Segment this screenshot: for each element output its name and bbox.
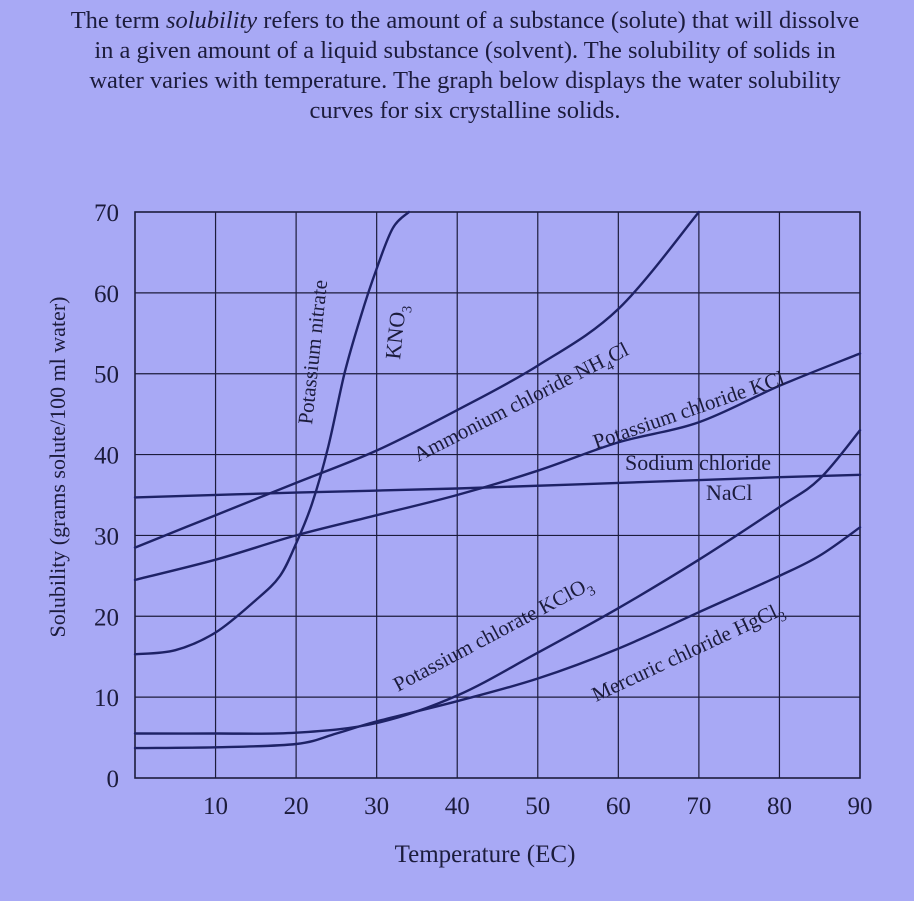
x-tick-label-30: 30: [364, 793, 389, 820]
curve-nh4cl: [133, 210, 701, 549]
plot-frame: [134, 211, 861, 779]
label-nacl: NaCl: [706, 480, 752, 505]
grid-lines: [135, 212, 860, 778]
y-axis-label: Solubility (grams solute/100 ml water): [45, 297, 70, 638]
curve-kclo3: [133, 429, 862, 735]
x-tick-label-70: 70: [686, 793, 711, 820]
x-tick-label-90: 90: [848, 793, 873, 820]
y-tick-label-50: 50: [94, 362, 119, 389]
y-tick-label-70: 70: [94, 200, 119, 227]
intro-text-2: refers to the amount of a substance (sol…: [89, 7, 860, 124]
intro-paragraph: The term solubility refers to the amount…: [70, 6, 860, 126]
label-potassium-nitrate: Potassium nitrate: [293, 279, 332, 426]
x-tick-label-10: 10: [203, 793, 228, 820]
x-tick-label-50: 50: [525, 793, 550, 820]
y-tick-label-30: 30: [94, 523, 119, 550]
y-tick-label-20: 20: [94, 604, 119, 631]
axis-ticks: 10 20 30 40 50 60 70 80 90 0 10 20 30 40 50 60 70: [94, 200, 873, 820]
label-kno3: KNO3: [380, 304, 416, 362]
y-tick-label-10: 10: [94, 685, 119, 712]
x-tick-label-80: 80: [767, 793, 792, 820]
x-tick-label-20: 20: [284, 793, 309, 820]
y-tick-label-60: 60: [94, 281, 119, 308]
curve-kcl: [133, 352, 862, 582]
curves: [133, 210, 862, 750]
x-axis-label: Temperature (EC): [395, 841, 576, 868]
intro-text-1: The term: [70, 7, 166, 34]
curve-hgcl2: [133, 526, 862, 750]
curve-kno3: [133, 210, 411, 656]
y-tick-label-40: 40: [94, 443, 119, 470]
label-sodium-chloride: Sodium chloride: [625, 450, 771, 475]
label-potassium-chloride: Potassium chloride KCl: [590, 366, 788, 454]
y-tick-label-0: 0: [107, 766, 120, 793]
x-tick-label-60: 60: [606, 793, 631, 820]
x-tick-label-40: 40: [445, 793, 470, 820]
curve-nacl: [133, 473, 862, 499]
curve-labels: Potassium nitrate KNO3 Ammonium chloride…: [293, 279, 789, 712]
intro-emphasis: solubility: [165, 7, 258, 34]
